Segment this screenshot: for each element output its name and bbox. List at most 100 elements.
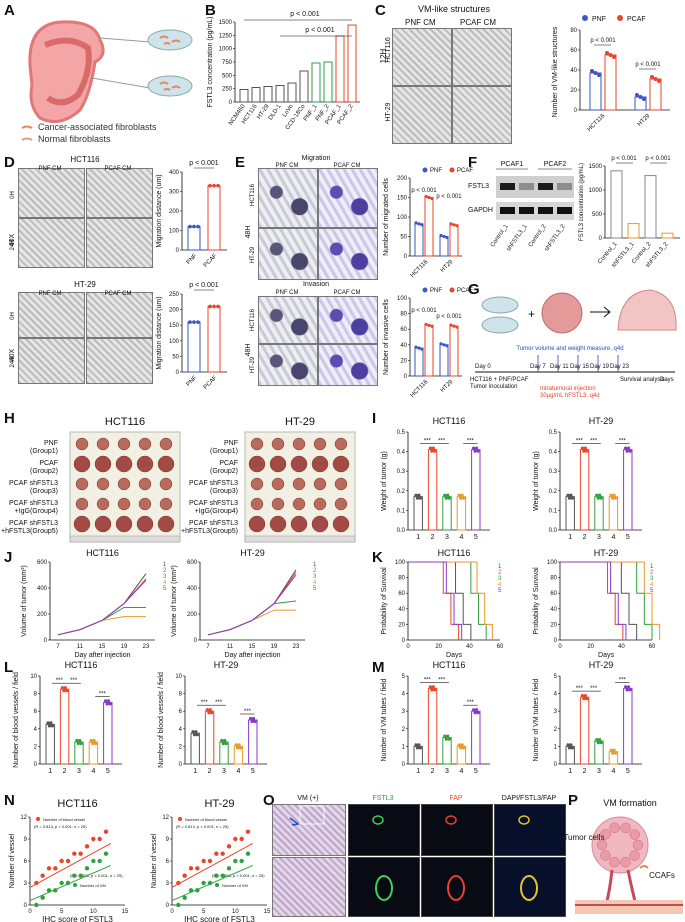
i1-point	[459, 496, 463, 500]
i1-point	[431, 446, 435, 450]
h-tumor	[75, 477, 89, 491]
m1-point	[431, 685, 435, 689]
e-row1: HCT116	[250, 183, 256, 206]
l2-point	[223, 738, 227, 743]
i1-bar	[456, 496, 467, 531]
n-point	[188, 866, 194, 871]
g-day: Day 11	[550, 364, 569, 370]
n1-ytick-label: 3	[166, 881, 170, 887]
f-ytick-label: 1500	[589, 164, 603, 170]
p-title: VM formation	[603, 798, 657, 808]
j-legend-label: 2	[163, 568, 167, 574]
m2-sig: ***	[590, 686, 598, 692]
h-tumor	[96, 497, 110, 511]
m1-point	[415, 746, 420, 750]
j-series-line	[57, 579, 147, 636]
l2-title: HT-29	[214, 660, 239, 670]
k-xtick-label: 0	[558, 644, 562, 650]
i2-point	[585, 449, 589, 453]
l2-xtick-label: 5	[251, 768, 255, 775]
n-point	[46, 888, 52, 893]
f-bar	[661, 232, 674, 239]
n-point	[46, 866, 52, 871]
j1-ytick-label: 400	[187, 586, 198, 592]
l1-point	[49, 721, 53, 725]
n-point	[245, 851, 251, 856]
i2-point	[625, 449, 629, 453]
m1-point	[476, 711, 480, 715]
m2-ytick-label: 0	[554, 762, 558, 768]
e-point	[427, 323, 431, 327]
h-tumor	[136, 515, 154, 533]
i2-xtick-label: 2	[583, 534, 587, 541]
i1-point	[462, 496, 466, 500]
e-time: 48H	[245, 226, 252, 239]
i2-ytick-label: 0.3	[549, 469, 558, 475]
g-day: Day 15	[570, 364, 590, 370]
h-tumor	[271, 497, 285, 511]
d-point	[212, 183, 216, 188]
n-xtick-label: 15	[122, 909, 129, 915]
c-micrograph-1	[392, 28, 452, 86]
l1-point	[91, 741, 95, 746]
d-col2b: PCAF CM	[105, 291, 132, 297]
c-legend-pcaf	[617, 15, 623, 21]
m1-point	[446, 734, 450, 738]
l1-bar	[59, 688, 70, 765]
n-title: HT-29	[205, 798, 235, 810]
e-legend-label: PCAF	[457, 168, 473, 174]
i2-point	[567, 496, 572, 500]
j-legend-label: 5	[313, 586, 317, 592]
d-t0b: 0H	[10, 312, 16, 320]
o-fstl3-1	[348, 804, 420, 856]
m1-point	[460, 743, 464, 747]
b-bar	[263, 86, 273, 103]
m2-point	[611, 751, 615, 755]
d-photo-1	[18, 168, 85, 218]
m2-point	[566, 743, 570, 747]
j-legend-label: 2	[313, 568, 317, 574]
d-photo-3	[18, 218, 85, 268]
h-tumor	[157, 455, 175, 473]
b-bar	[347, 24, 357, 103]
n-point	[65, 858, 71, 864]
k-xtick-label: 60	[497, 644, 504, 650]
c-legend-pcaf-label: PCAF	[627, 16, 646, 23]
i1-point	[418, 496, 422, 500]
e-point	[449, 222, 453, 226]
n-legend2: Number of VM	[80, 883, 106, 888]
m2-xtick-label: 5	[626, 768, 630, 775]
m1-point	[473, 711, 477, 715]
l1-ytick-label: 4	[34, 727, 38, 733]
m2-xtick-label: 3	[597, 768, 601, 775]
g-dish	[481, 316, 519, 334]
k1-ytick-label: 60	[550, 591, 557, 597]
l2-ytick-label: 2	[179, 744, 183, 750]
h-group-label: (Group2)	[210, 468, 238, 475]
b-pval: p < 0.001	[290, 11, 319, 18]
k-legend-label: 1	[650, 564, 654, 570]
l1-point	[78, 738, 82, 743]
k0-ytick-label: 60	[398, 591, 405, 597]
k-title: HCT116	[438, 548, 471, 558]
l2-xtick-label: 2	[208, 768, 212, 775]
e-photo-1	[258, 168, 318, 228]
p-tumor-cell	[632, 839, 644, 851]
h-tumor	[311, 515, 329, 533]
f-band	[538, 207, 553, 214]
i1-title: HCT116	[433, 416, 466, 426]
j-ylabel: Volume of tumor (mm³)	[171, 565, 178, 637]
d-point	[188, 224, 192, 229]
l1-point	[94, 741, 98, 746]
d1-ytick-label: 50	[172, 354, 179, 360]
l1-point	[104, 699, 108, 703]
b-ytick-label: 250	[222, 87, 233, 93]
c-pval: p < 0.001	[590, 38, 616, 44]
d-point	[188, 320, 192, 324]
n-point	[53, 888, 58, 893]
l2-point	[251, 716, 256, 721]
